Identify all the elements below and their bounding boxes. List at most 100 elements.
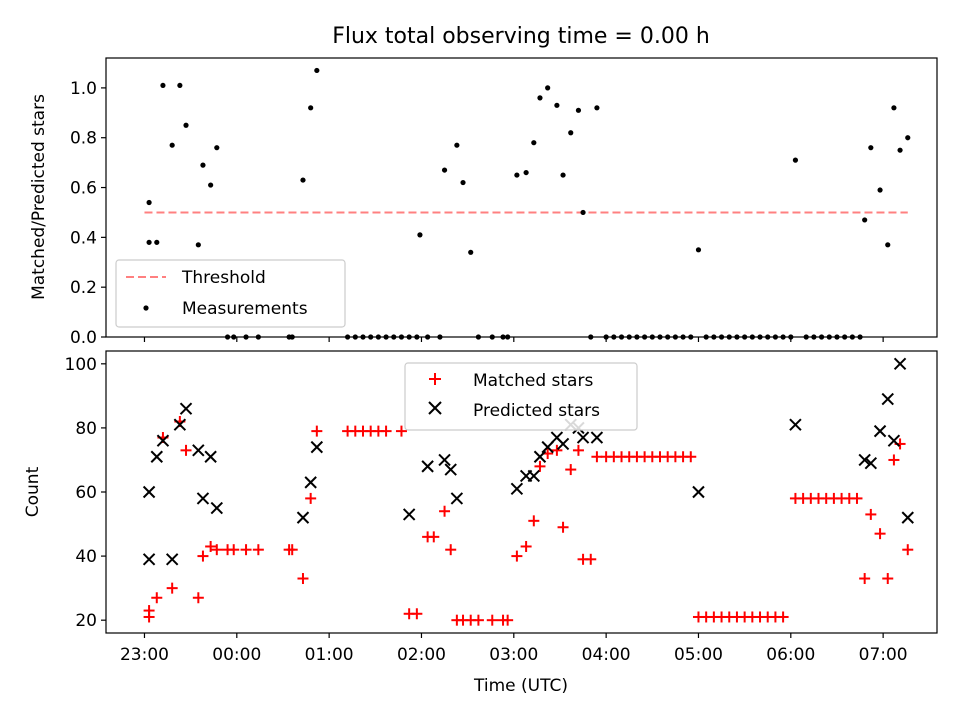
- matched-stars-point: [534, 460, 546, 472]
- y-tick-label: 100: [65, 355, 97, 375]
- matched-stars-point: [197, 550, 209, 562]
- y-tick-label: 1.0: [70, 79, 97, 99]
- matched-stars-point: [311, 425, 323, 437]
- measurement-point: [417, 232, 423, 238]
- x-tick-label: 02:00: [397, 645, 446, 665]
- matched-stars-point: [520, 540, 532, 552]
- measurement-point: [200, 162, 206, 168]
- predicted-stars-point: [864, 456, 878, 470]
- x-tick-label: 00:00: [212, 645, 261, 665]
- predicted-stars-point: [692, 485, 705, 499]
- measurement-point: [314, 67, 320, 74]
- matched-stars-point: [252, 544, 264, 556]
- matched-stars-point: [557, 521, 569, 533]
- count-panel: 20 40 60 80 100 23:00 00:00 01:00 02:00 03:00 04:…: [23, 350, 938, 696]
- matched-stars-point: [882, 573, 894, 585]
- matched-stars-point: [528, 515, 540, 527]
- matched-stars-point: [286, 544, 298, 556]
- measurement-point: [545, 85, 551, 91]
- measurements-legend-label: Measurements: [182, 299, 308, 319]
- matched-stars-point: [143, 605, 155, 617]
- measurement-point: [208, 182, 214, 188]
- matched-legend-label: Matched stars: [473, 371, 593, 391]
- predicted-stars-point: [173, 418, 187, 431]
- predicted-stars-point: [556, 437, 570, 451]
- matched-stars-point: [777, 611, 789, 623]
- predicted-stars-point: [179, 402, 193, 415]
- predicted-stars-point: [590, 431, 604, 444]
- predicted-stars-point: [576, 431, 590, 444]
- predicted-stars-point: [402, 508, 416, 521]
- measurement-point: [160, 82, 166, 89]
- measurement-point: [885, 242, 891, 248]
- measurement-point: [468, 249, 474, 255]
- matched-stars-point: [395, 425, 407, 437]
- count-y-axis-label: Count: [23, 466, 43, 517]
- measurement-point: [195, 242, 201, 248]
- measurement-point: [594, 105, 600, 111]
- matched-stars-point: [874, 528, 886, 540]
- measurement-point: [177, 82, 183, 89]
- y-tick-label: 0.2: [70, 278, 97, 298]
- predicted-stars-point: [210, 501, 224, 515]
- matched-stars-point: [859, 573, 871, 585]
- predicted-stars-point: [296, 511, 310, 524]
- predicted-stars-point: [196, 492, 210, 505]
- matched-stars-point: [205, 540, 217, 552]
- y-tick-label: 0.0: [70, 328, 97, 348]
- matched-stars-point: [297, 573, 309, 585]
- measurement-point: [568, 130, 574, 136]
- count-plot-area: [142, 357, 914, 626]
- predicted-stars-point: [156, 434, 170, 447]
- measurement-point: [537, 95, 543, 101]
- predicted-stars-point: [421, 460, 434, 473]
- y-tick-label: 80: [75, 419, 97, 439]
- predicted-stars-point: [438, 453, 451, 467]
- matched-stars-point: [865, 508, 877, 520]
- measurement-point: [695, 247, 702, 253]
- matched-stars-series: [143, 416, 914, 626]
- measurement-point: [454, 142, 460, 148]
- predicted-stars-point: [150, 450, 163, 463]
- measurement-point: [792, 157, 799, 163]
- predicted-stars-point: [450, 492, 464, 505]
- measurement-point: [441, 167, 448, 173]
- measurement-point: [531, 140, 537, 146]
- matched-stars-point: [851, 492, 863, 504]
- matched-stars-point: [888, 454, 900, 466]
- predicted-stars-point: [887, 434, 901, 447]
- matched-legend-marker: [429, 373, 441, 385]
- matched-stars-point: [486, 614, 498, 626]
- matched-stars-point: [439, 505, 451, 517]
- predicted-legend-marker: [428, 401, 442, 415]
- matched-stars-point: [411, 608, 423, 620]
- ratio-y-ticks: 0.0 0.2 0.4 0.6 0.8 1.0: [70, 79, 106, 348]
- y-tick-label: 40: [75, 547, 97, 567]
- chart-title: Flux total observing time = 0.00 h: [332, 24, 710, 49]
- x-axis-label: Time (UTC): [473, 676, 568, 696]
- predicted-stars-point: [789, 418, 802, 431]
- measurement-point: [169, 142, 175, 148]
- matched-stars-point: [685, 451, 697, 463]
- measurements-legend-marker: [143, 305, 149, 311]
- y-tick-label: 20: [75, 611, 97, 631]
- x-tick-label: 01:00: [305, 645, 354, 665]
- matched-stars-point: [551, 444, 563, 456]
- measurement-point: [580, 209, 586, 216]
- measurement-point: [300, 177, 306, 183]
- x-tick-label: 05:00: [674, 645, 723, 665]
- predicted-stars-point: [192, 444, 205, 457]
- matched-stars-point: [511, 550, 523, 562]
- matched-stars-point: [445, 544, 457, 556]
- matched-stars-point: [572, 444, 584, 456]
- measurement-point: [554, 102, 560, 108]
- count-legend: Matched stars Predicted stars: [404, 362, 638, 431]
- x-tick-label: 03:00: [489, 645, 538, 665]
- matched-stars-point: [380, 425, 392, 437]
- ratio-x-ticks: [143, 337, 884, 342]
- measurement-point: [523, 169, 529, 176]
- predicted-stars-point: [881, 392, 894, 406]
- measurement-point: [868, 145, 874, 151]
- matched-stars-point: [902, 544, 914, 556]
- x-tick-label: 04:00: [582, 645, 631, 665]
